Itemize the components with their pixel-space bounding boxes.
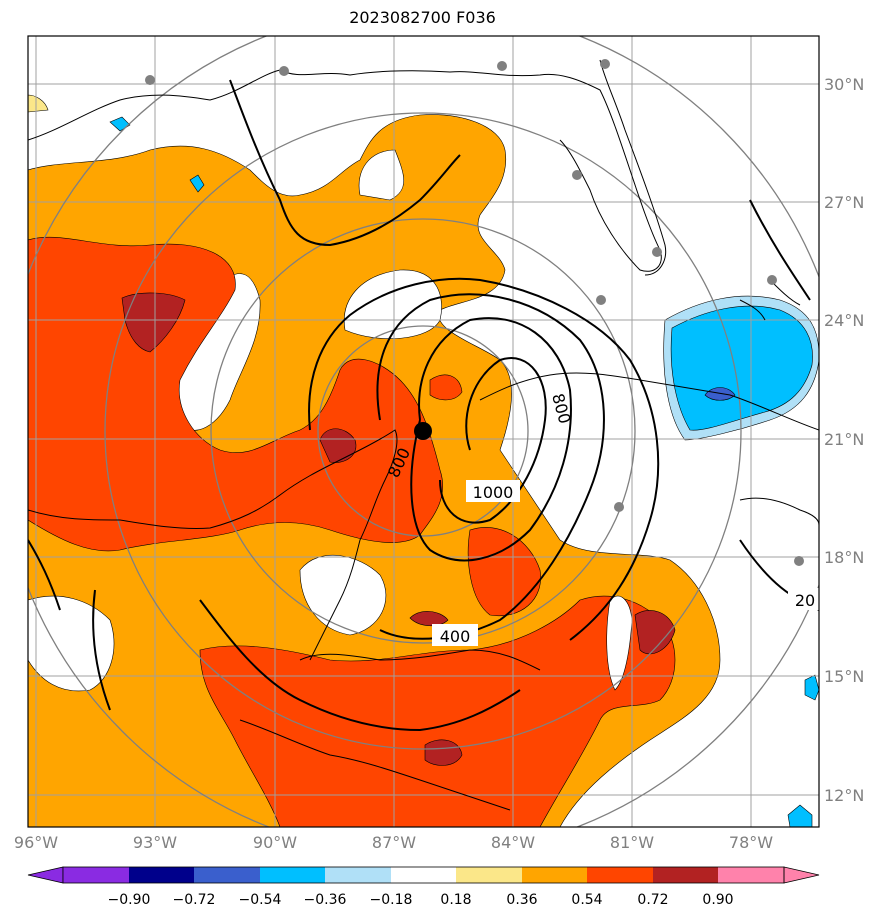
contour-label-bg (788, 588, 819, 610)
contour-800-outer (376, 293, 605, 640)
station-dot (652, 247, 662, 257)
colorbar-label: −0.54 (239, 892, 282, 908)
lon-tick-label: 93°W (133, 833, 177, 852)
coastline-mexico (28, 429, 398, 661)
contour-800-inner (410, 317, 572, 562)
plot-area: 1000 400 20 800 800 (27, 35, 820, 828)
colorbar-extend-low (27, 866, 64, 884)
coastline-gulf-north (28, 69, 662, 272)
lat-tick-label: 18°N (824, 548, 864, 567)
shade-neg036-gulf (189, 174, 205, 193)
station-dot (596, 295, 606, 305)
colorbar-label: −0.18 (370, 892, 413, 908)
lon-tick-label: 96°W (14, 833, 58, 852)
shade-zero-center (343, 269, 442, 339)
colorbar-cell (522, 867, 587, 883)
shading-layer (28, 94, 819, 827)
lon-tick-label: 84°W (491, 833, 535, 852)
coastline-central-america (239, 649, 541, 811)
coastline-florida (599, 59, 667, 276)
shade-pos018-edge (28, 94, 49, 113)
station-dot (145, 75, 155, 85)
shade-pos072-south-b (424, 739, 463, 766)
contour-outer-b (749, 199, 811, 301)
lat-tick-label: 27°N (824, 193, 864, 212)
shade-pos054-east-a (429, 374, 463, 401)
colorbar-label: 0.54 (571, 892, 602, 908)
station-dot (614, 502, 624, 512)
shade-pos072-yucatan (319, 428, 357, 463)
shade-pos054-south (199, 595, 676, 827)
shade-neg054-cuba (704, 387, 736, 401)
colorbar-cell (260, 867, 325, 883)
lat-tick-label: 24°N (824, 311, 864, 330)
storm-center-marker (414, 422, 432, 440)
colorbar-label: −0.36 (304, 892, 347, 908)
map-title: 2023082700 F036 (349, 8, 496, 27)
colorbar-extend-high (783, 866, 820, 884)
contour-label-1000: 1000 (473, 483, 514, 502)
lon-tick-label: 87°W (372, 833, 416, 852)
contour-outer-d (199, 599, 521, 732)
colorbar-frame (62, 866, 785, 884)
colorbar-cell (63, 867, 129, 883)
lon-tick-label: 81°W (610, 833, 654, 852)
lon-tick-label: 78°W (729, 833, 773, 852)
contour-labels: 1000 400 20 800 800 (384, 391, 819, 646)
lon-tick-label: 90°W (253, 833, 297, 852)
station-dot (794, 556, 804, 566)
colorbar-label: −0.72 (173, 892, 216, 908)
shade-neg036-cuba (670, 305, 813, 431)
lat-tick-labels: 30°N 27°N 24°N 21°N 18°N 15°N 12°N (824, 75, 864, 805)
coastline-hispaniola (739, 497, 819, 526)
range-ring-1 (317, 325, 529, 537)
colorbar-cell (194, 867, 260, 883)
contours (28, 79, 819, 732)
range-rings (28, 36, 819, 827)
contour-400 (308, 277, 660, 641)
station-markers (145, 59, 804, 566)
station-dot (497, 61, 507, 71)
contour-1000 (439, 357, 547, 524)
shade-pos072-east (634, 610, 676, 655)
colorbar-cell (391, 867, 456, 883)
shade-zero-east (606, 595, 633, 691)
colorbar-cell (129, 867, 194, 883)
lat-tick-label: 21°N (824, 430, 864, 449)
plot-frame (27, 35, 820, 828)
colorbar-cell (456, 867, 522, 883)
contour-label-bg (432, 624, 478, 646)
contour-label-20: 20 (795, 591, 815, 610)
colorbar-label: −0.90 (108, 892, 151, 908)
colorbar-cell (653, 867, 718, 883)
shade-zero-south-b (299, 554, 387, 636)
colorbar-cell (587, 867, 653, 883)
shade-neg036-se (787, 804, 813, 827)
colorbar-cell (325, 867, 391, 883)
station-dot (279, 66, 289, 76)
contour-outer-c (28, 539, 111, 711)
shade-pos072-south-a (409, 611, 449, 627)
station-dot (767, 275, 777, 285)
colorbar-label: 0.18 (440, 892, 471, 908)
contour-label-bg (466, 480, 520, 502)
station-dot (572, 170, 582, 180)
range-ring-2 (210, 218, 636, 644)
lat-tick-label: 12°N (824, 786, 864, 805)
station-dot (600, 59, 610, 69)
colorbar-cell (718, 867, 784, 883)
colorbar-label: 0.90 (702, 892, 733, 908)
lon-tick-labels: 96°W 93°W 90°W 87°W 84°W 81°W 78°W (14, 833, 773, 852)
colorbar-label: 0.72 (637, 892, 668, 908)
shade-zero-gulf (358, 149, 404, 201)
contour-label-400: 400 (440, 627, 471, 646)
colorbar-labels: −0.90 −0.72 −0.54 −0.36 −0.18 0.18 0.36 … (108, 892, 734, 908)
contour-outer-a (229, 79, 461, 247)
colorbar-label: 0.36 (506, 892, 537, 908)
range-ring-3 (104, 112, 742, 750)
lat-tick-label: 30°N (824, 75, 864, 94)
colorbar: −0.90 −0.72 −0.54 −0.36 −0.18 0.18 0.36 … (27, 866, 820, 908)
lat-tick-label: 15°N (824, 667, 864, 686)
